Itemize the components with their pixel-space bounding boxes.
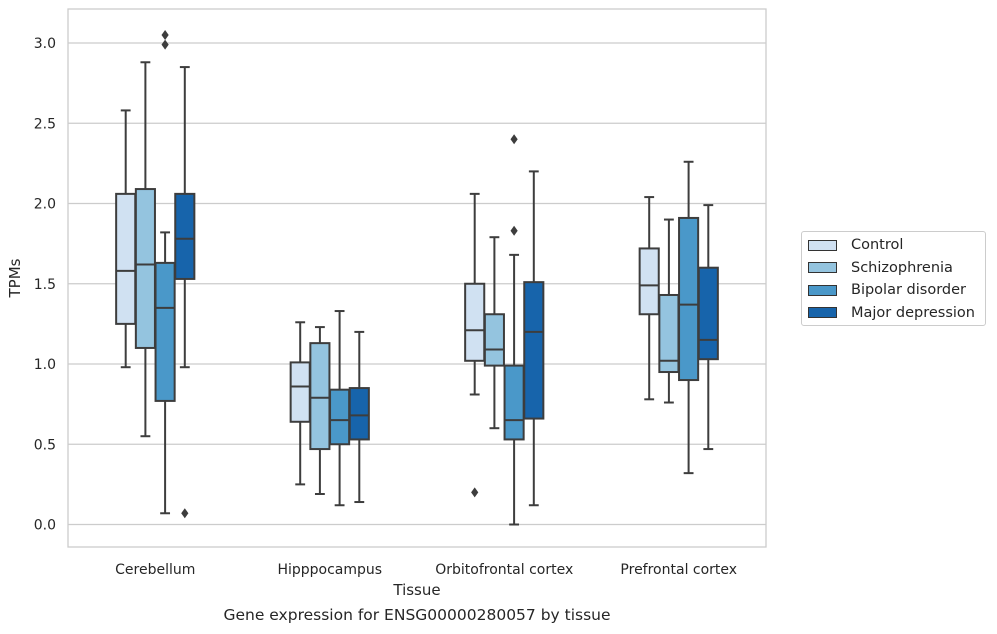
box-bipolar-disorder-hipppocampus [329,310,351,507]
box-iqr [115,192,137,325]
box-iqr [638,247,660,316]
legend-item-schizophrenia: Schizophrenia [808,258,953,278]
x-tick-label-orbitofrontal-cortex: Orbitofrontal cortex [435,562,573,578]
box-control-cerebellum [115,109,137,369]
y-tick-label-4: 2.0 [34,197,56,213]
y-tick-labels: 0.0 0.5 1.0 1.5 2.0 2.5 3.0 [34,36,56,534]
legend-label-bipolar-disorder: Bipolar disorder [851,282,966,298]
box-bipolar-disorder-prefrontal-cortex [678,160,700,475]
outlier-point-0 [471,487,479,498]
box-major-depression-orbitofrontal-cortex [523,170,545,507]
outlier-point-0 [161,39,169,50]
box-schizophrenia-cerebellum [134,61,156,438]
y-axis-label: TPMs [6,258,24,298]
y-tick-label-6: 3.0 [34,36,56,52]
outlier-point-0 [510,225,518,236]
legend-item-bipolar-disorder: Bipolar disorder [808,280,966,300]
box-iqr [289,361,311,423]
box-bipolar-disorder-orbitofrontal-cortex [503,134,525,526]
outlier-point-1 [161,29,169,40]
x-tick-label-prefrontal-cortex: Prefrontal cortex [620,562,737,578]
legend-swatch-major-depression [808,307,837,318]
box-major-depression-hipppocampus [348,330,370,504]
box-iqr [154,261,176,402]
box-control-prefrontal-cortex [638,196,660,401]
y-tick-label-2: 1.0 [34,357,56,373]
y-tick-label-5: 2.5 [34,116,56,132]
box-iqr [464,282,486,362]
box-major-depression-cerebellum [174,66,196,519]
box-control-hipppocampus [289,321,311,486]
outlier-point-0 [181,508,189,519]
y-tick-label-0: 0.0 [34,518,56,534]
box-iqr [483,313,505,367]
box-iqr [678,216,700,382]
boxes [115,29,719,526]
x-axis-label: Tissue [392,581,440,599]
legend-item-control: Control [808,235,903,255]
box-bipolar-disorder-cerebellum [154,29,176,515]
box-schizophrenia-prefrontal-cortex [658,218,680,404]
box-schizophrenia-orbitofrontal-cortex [483,236,505,430]
box-iqr [697,266,719,361]
outlier-point-1 [510,134,518,145]
x-tick-label-hipppocampus: Hipppocampus [277,562,382,578]
box-schizophrenia-hipppocampus [309,326,331,496]
y-tick-label-3: 1.5 [34,277,56,293]
box-iqr [174,192,196,280]
legend-item-major-depression: Major depression [808,303,975,323]
y-tick-label-1: 0.5 [34,437,56,453]
legend-swatch-control [808,239,837,251]
box-iqr [503,364,525,441]
box-iqr [523,281,545,420]
box-major-depression-prefrontal-cortex [697,204,719,451]
box-control-orbitofrontal-cortex [464,192,486,498]
chart-caption: Gene expression for ENSG00000280057 by t… [223,606,611,624]
box-iqr [329,388,351,446]
legend-swatch-bipolar-disorder [808,284,837,296]
box-iqr [134,188,156,349]
legend-label-major-depression: Major depression [851,304,975,321]
legend-swatch-schizophrenia [808,262,837,273]
x-tick-labels: Cerebellum Hipppocampus Orbitofrontal cort… [115,562,737,578]
plot-frame [67,8,767,548]
legend-label-schizophrenia: Schizophrenia [851,259,953,276]
box-iqr [348,387,370,441]
box-iqr [309,342,331,451]
x-tick-label-cerebellum: Cerebellum [115,562,195,578]
legend: Control Schizophrenia Bipolar disorder M… [801,231,986,326]
legend-label-control: Control [851,237,904,253]
